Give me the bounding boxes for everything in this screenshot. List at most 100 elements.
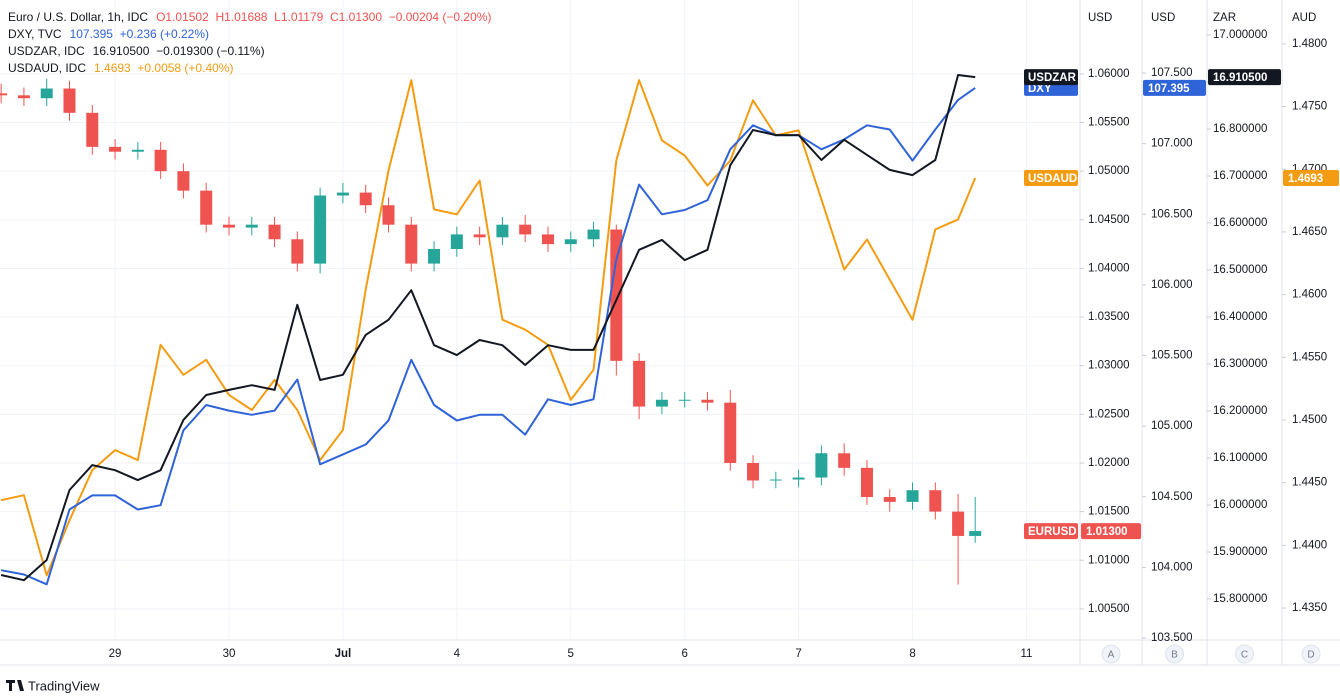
candle-body [291, 239, 304, 264]
axis-button[interactable] [1101, 644, 1121, 664]
x-tick-label: 4 [454, 648, 461, 660]
y-tick-label: 16.300000 [1213, 358, 1267, 370]
x-tick-label: 6 [681, 648, 687, 660]
candle-body [541, 234, 554, 245]
candle-body [519, 224, 532, 235]
candle-body [63, 88, 76, 113]
x-tick-label: 29 [109, 648, 122, 660]
y-tick-label: 106.000 [1151, 279, 1193, 291]
y-tick-label: 106.500 [1151, 208, 1193, 220]
price-tag-label: 107.395 [1148, 83, 1190, 95]
series-tag-label: USDZAR [1028, 72, 1077, 84]
legend-label: USDZAR, IDC [8, 44, 85, 58]
axes: 29 30 Jul 4 5 6 7 8 11 1.00500 1.01000 1.01500 1.020… [0, 0, 1340, 666]
candle-body [131, 149, 144, 152]
y-tick-label: 1.4800 [1292, 38, 1327, 50]
y-tick-label: 1.02500 [1088, 408, 1130, 420]
candle-body [769, 479, 782, 481]
candle-body [109, 146, 122, 152]
y-tick-label: 1.03500 [1088, 311, 1130, 323]
candle-body [678, 399, 691, 401]
y-tick-label: 1.00500 [1088, 603, 1130, 615]
y-tick-label: 16.500000 [1213, 264, 1267, 276]
axis-button[interactable] [1301, 644, 1321, 664]
candle-body [382, 205, 395, 225]
legend-label: DXY, TVC [8, 27, 62, 41]
series-tag-label: DXY [1028, 83, 1052, 95]
candle-body [40, 88, 53, 99]
x-tick-label: 11 [1020, 648, 1032, 660]
candle-body [428, 248, 441, 264]
series-tag [1024, 523, 1078, 540]
legend-values: 1.4693 +0.0058 (+0.40%) [94, 61, 233, 75]
y-tick-label: 16.200000 [1213, 405, 1267, 417]
candle-body [245, 224, 258, 228]
axis-button[interactable] [1165, 644, 1184, 664]
x-tick-label: 7 [795, 648, 801, 660]
y-tick-label: 1.05000 [1088, 165, 1130, 177]
candle-body [450, 234, 463, 249]
grid [0, 0, 1080, 640]
series-tag-label: EURUSD [1028, 526, 1077, 538]
axis-letter[interactable]: B [1171, 650, 1178, 661]
plot [0, 74, 982, 586]
legend-values: 107.395 +0.236 (+0.22%) [70, 27, 209, 41]
y-tick-label: 103.500 [1151, 632, 1193, 644]
candle-body [747, 462, 760, 481]
axis-letter[interactable]: D [1307, 650, 1314, 661]
candle-body [701, 399, 714, 403]
y-tick-label: 16.100000 [1213, 452, 1267, 464]
y-tick-label: 16.000000 [1213, 499, 1267, 511]
candle-body [655, 399, 668, 407]
candle-body [359, 192, 372, 206]
price-tag-label: 16.910500 [1213, 72, 1267, 84]
axis-title: ZAR [1213, 12, 1236, 24]
candle-body [314, 195, 327, 264]
x-tick-label: 8 [909, 648, 915, 660]
price-tag [1208, 69, 1281, 86]
y-tick-label: 104.000 [1151, 561, 1193, 573]
x-tick-label: 30 [223, 648, 236, 660]
candle-body [815, 453, 828, 478]
candle-body [587, 229, 600, 240]
candle-body [473, 234, 486, 238]
price-tag-label: 1.01300 [1086, 526, 1128, 538]
y-tick-label: 1.4650 [1292, 226, 1327, 238]
y-tick-label: 17.000000 [1213, 29, 1267, 41]
candle-body [883, 497, 896, 502]
axis-letter[interactable]: C [1241, 650, 1248, 661]
axis-title: USD [1088, 12, 1112, 24]
candle-body [0, 93, 8, 96]
y-tick-label: 16.700000 [1213, 170, 1267, 182]
y-tick-label: 105.500 [1151, 350, 1193, 362]
candle-body [969, 531, 982, 536]
candle-body [952, 511, 965, 536]
y-tick-label: 1.01500 [1088, 506, 1130, 518]
candle-body [496, 224, 509, 238]
candle-body [906, 490, 919, 502]
axis-button[interactable] [1235, 644, 1254, 664]
axis-title: AUD [1292, 12, 1316, 24]
overlay: 1.01300 EURUSD 1.4693 USD AUD 107.395 DXY 16.91… [8, 10, 1339, 540]
candle-body [268, 224, 281, 240]
price-tag-label: 1.4693 [1288, 173, 1323, 185]
x-tick-label: Jul [335, 648, 352, 660]
candle-body [610, 229, 623, 361]
axis-letter[interactable]: A [1108, 650, 1115, 661]
legend-values: O1.01502 H1.01688 L1.01179 C1.01300 −0.0… [156, 10, 491, 24]
price-tag [1283, 170, 1339, 187]
candle-body [860, 467, 873, 498]
candle-body [929, 490, 942, 512]
brand: TradingView [6, 678, 100, 693]
series-tag [1024, 170, 1078, 187]
candle-body [633, 360, 646, 407]
axis-title: USD [1151, 12, 1175, 24]
series-tag [1024, 69, 1078, 86]
y-tick-label: 107.000 [1151, 138, 1193, 150]
candle-body [792, 477, 805, 480]
candle-body [200, 190, 213, 225]
price-tag [1081, 523, 1141, 540]
legend-label: Euro / U.S. Dollar, 1h, IDC [8, 10, 148, 24]
